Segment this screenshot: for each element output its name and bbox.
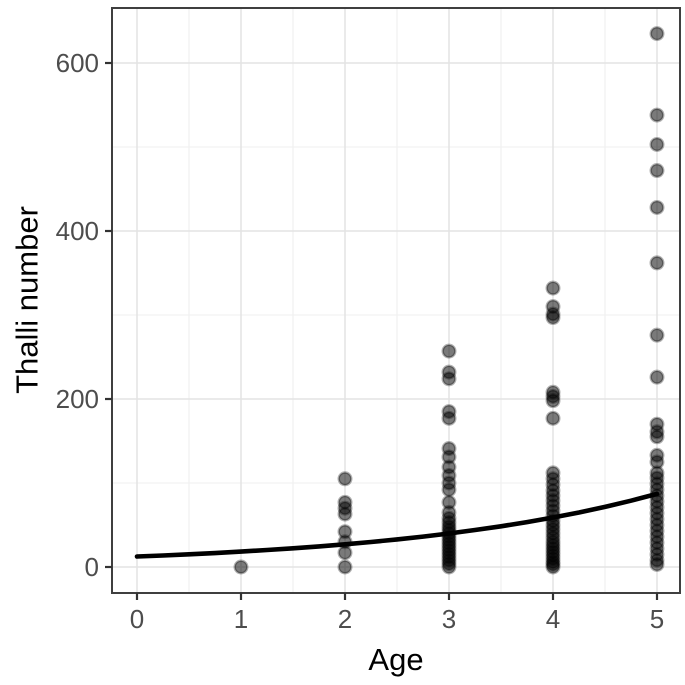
data-point (649, 136, 665, 152)
data-point (545, 410, 561, 426)
data-point (337, 559, 353, 575)
data-point (545, 559, 561, 575)
data-point (649, 327, 665, 343)
data-point (233, 559, 249, 575)
data-point (545, 393, 561, 409)
data-point (337, 545, 353, 561)
data-point (441, 343, 457, 359)
y-tick-label: 400 (56, 216, 99, 246)
x-tick-label: 4 (546, 604, 560, 634)
data-point (441, 482, 457, 498)
x-tick-label: 5 (650, 604, 664, 634)
data-point (441, 559, 457, 575)
x-tick-label: 0 (130, 604, 144, 634)
data-point (649, 26, 665, 42)
fit-line (134, 491, 660, 559)
data-point (649, 163, 665, 179)
data-point (649, 255, 665, 271)
x-tick-label: 1 (234, 604, 248, 634)
y-tick-label: 0 (85, 552, 99, 582)
data-point (649, 429, 665, 445)
data-point (337, 506, 353, 522)
x-tick-label: 3 (442, 604, 456, 634)
data-point (649, 107, 665, 123)
data-point (649, 199, 665, 215)
panel-background (112, 8, 680, 593)
data-point (545, 310, 561, 326)
y-tick-label: 600 (56, 48, 99, 78)
panel-border (111, 7, 681, 594)
data-point (337, 471, 353, 487)
data-point (441, 371, 457, 387)
x-axis-title: Age (368, 642, 424, 677)
y-tick-label: 200 (56, 384, 99, 414)
data-point (441, 410, 457, 426)
y-axis-title: Thalli number (9, 206, 45, 394)
x-tick-label: 2 (338, 604, 352, 634)
data-point (545, 280, 561, 296)
data-point (649, 556, 665, 572)
data-point (649, 369, 665, 385)
